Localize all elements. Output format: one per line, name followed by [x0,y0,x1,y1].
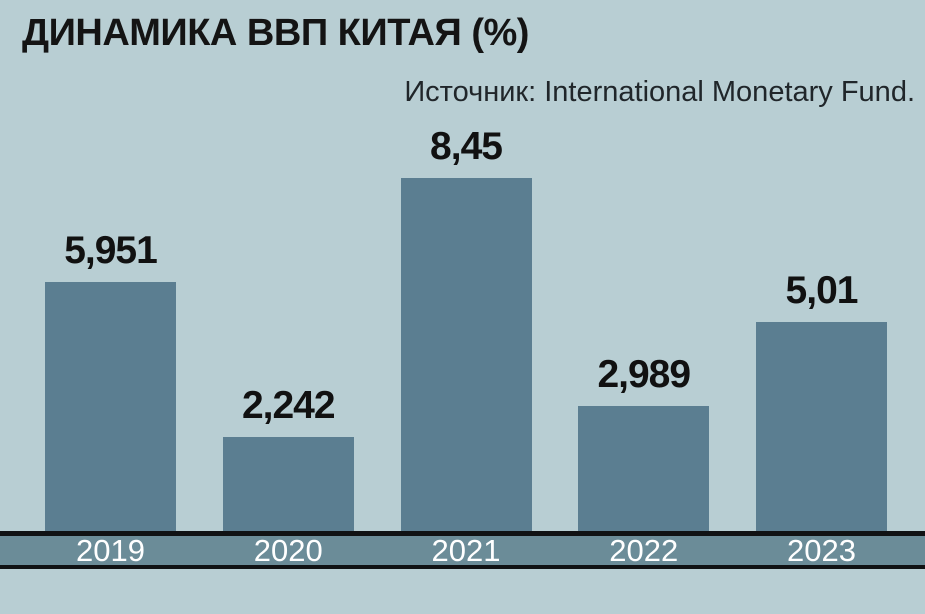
bar-2020 [222,437,354,531]
bar-column-2020: 2,242 [222,384,354,531]
x-tick-2022: 2022 [609,532,679,568]
x-axis-band: 2019 2020 2021 2022 2023 [0,531,925,569]
x-tick-2020: 2020 [253,532,323,568]
bar-2023 [756,322,887,531]
bar-column-2023: 5,01 [756,269,887,531]
chart-source: Источник: International Monetary Fund. [404,76,915,108]
bar-column-2021: 8,45 [400,125,532,531]
bar-value-label: 2,989 [597,353,691,396]
bar-column-2019: 5,951 [45,229,176,531]
chart-title: ДИНАМИКА ВВП КИТАЯ (%) [22,12,529,54]
bar-value-label: 2,242 [241,384,336,427]
x-tick-2019: 2019 [76,532,145,568]
bar-value-label: 8,45 [430,125,503,168]
x-tick-2023: 2023 [787,532,856,568]
plot-area: 5,951 2,242 8,45 2,989 5,01 [45,125,887,531]
bar-2021 [400,178,532,531]
bar-column-2022: 2,989 [578,353,710,531]
bar-value-label: 5,01 [785,269,859,312]
bar-2022 [578,406,710,531]
bar-value-label: 5,951 [64,229,158,272]
x-tick-2021: 2021 [431,532,501,568]
bar-2019 [45,282,176,531]
